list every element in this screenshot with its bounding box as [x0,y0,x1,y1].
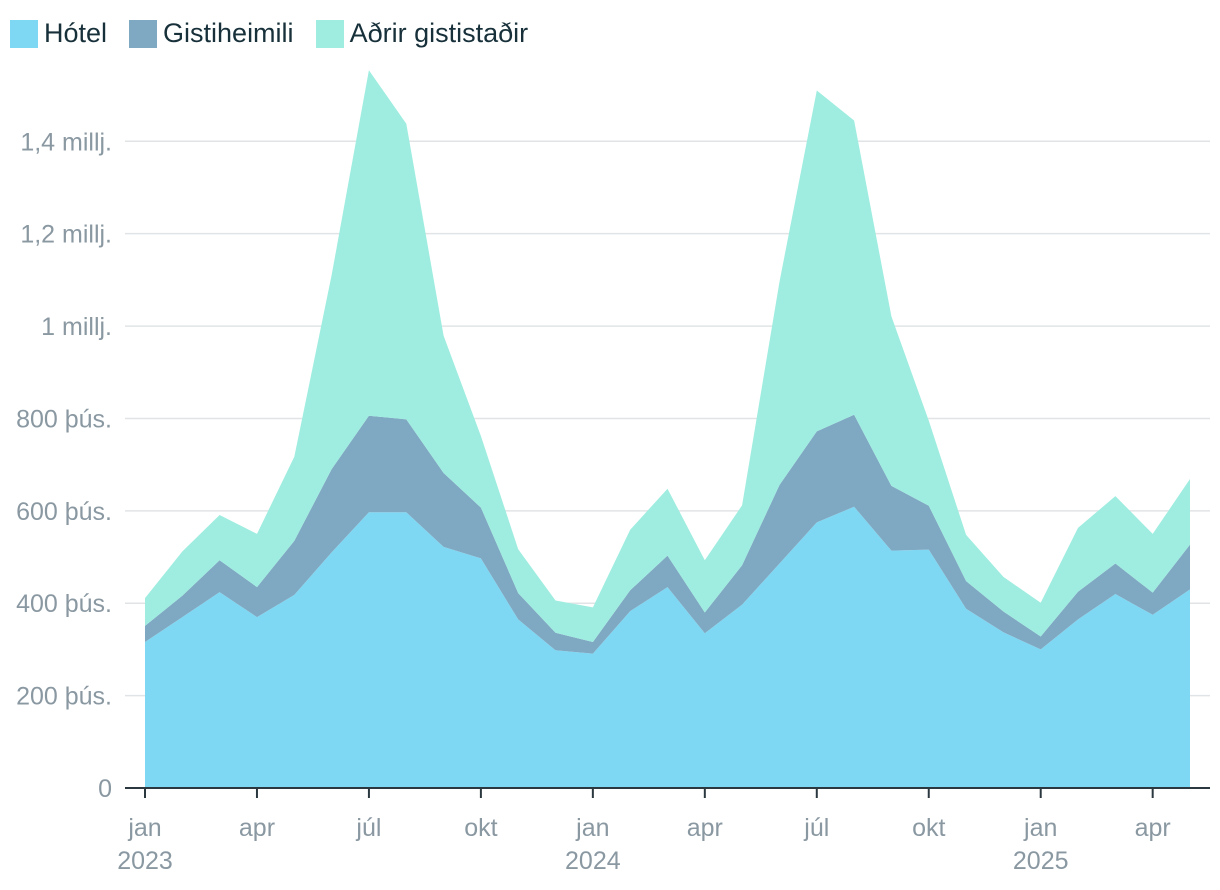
area-series-0 [145,506,1190,788]
x-tick-label: júl [355,814,381,842]
x-tick-year: 2025 [1013,847,1069,875]
legend-swatch-hotel [10,19,38,48]
y-tick-label: 400 þús. [16,590,112,618]
x-tick-year: 2023 [117,847,173,875]
y-tick-label: 1,2 millj. [20,221,112,249]
x-tick-label: apr [687,814,723,842]
y-tick-label: 1,4 millj. [20,128,112,156]
legend: Hótel Gistiheimili Aðrir gististaðir [10,18,528,49]
y-tick-label: 200 þús. [16,683,112,711]
legend-label-adrir: Aðrir gististaðir [349,18,529,48]
area-series [145,70,1190,788]
x-tick-label: apr [239,814,275,842]
y-tick-label: 1 millj. [41,313,112,341]
legend-swatch-gistiheimili [129,19,158,48]
legend-label-gistiheimili: Gistiheimili [163,18,294,48]
y-axis: 0 200 þús. 400 þús. 600 þús. 800 þús. 1 millj… [16,128,112,803]
x-tick-label: júl [803,814,829,842]
x-tick-year: 2024 [565,847,621,875]
y-tick-label: 800 þús. [16,405,112,433]
legend-swatch-adrir [315,19,344,48]
x-tick-label: okt [464,814,497,842]
x-tick-label: jan [575,814,609,842]
legend-label-hotel: Hótel [44,18,108,48]
y-tick-label: 600 þús. [16,498,112,526]
x-axis: jan 2023 apr júl okt jan 2024 apr júl okt jan 2025 a… [117,787,1210,875]
x-tick-label: jan [1023,814,1057,842]
y-tick-label: 0 [98,775,112,803]
x-tick-label: apr [1135,814,1171,842]
legend-item-adrir[interactable]: Aðrir gististaðir [315,18,529,49]
area-series-2 [145,70,1190,642]
x-tick-label: jan [127,814,161,842]
x-tick-label: okt [912,814,945,842]
area-series-1 [145,414,1190,654]
legend-item-hotel[interactable]: Hótel [10,18,107,49]
legend-item-gistiheimili[interactable]: Gistiheimili [129,18,294,49]
